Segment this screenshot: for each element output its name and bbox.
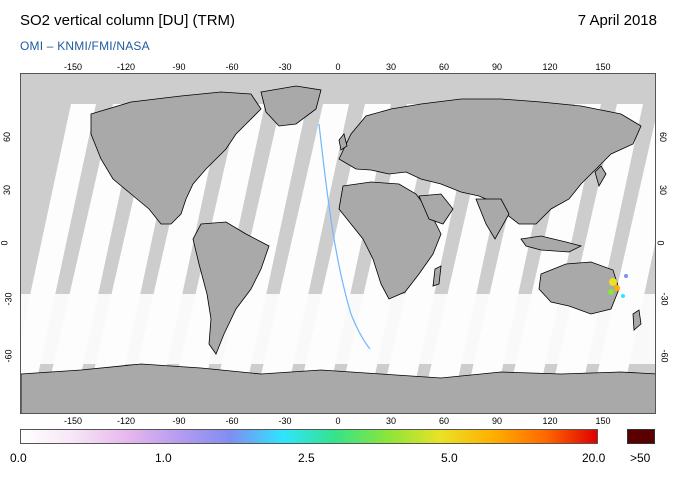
lat-tick-left: -30 bbox=[3, 292, 14, 306]
lon-tick-bottom: -60 bbox=[225, 416, 239, 426]
so2-plume bbox=[621, 294, 625, 298]
lon-tick-top: -120 bbox=[116, 62, 136, 72]
so2-plume bbox=[624, 274, 628, 278]
colorbar-over-swatch bbox=[627, 429, 655, 444]
japan bbox=[594, 165, 607, 188]
lon-tick-top: -90 bbox=[172, 62, 186, 72]
great-britain bbox=[338, 133, 348, 151]
colorbar-label: 5.0 bbox=[441, 451, 458, 465]
lat-tick-right: 30 bbox=[658, 184, 669, 196]
lon-tick-bottom: -120 bbox=[116, 416, 136, 426]
world-map bbox=[20, 73, 656, 414]
map-date: 7 April 2018 bbox=[577, 12, 657, 29]
southern-ocean-band bbox=[21, 294, 655, 364]
greenland bbox=[260, 85, 322, 127]
lat-tick-left: 30 bbox=[2, 184, 13, 196]
indonesia bbox=[520, 235, 583, 253]
lon-tick-top: -30 bbox=[278, 62, 292, 72]
lon-tick-bottom: -30 bbox=[278, 416, 292, 426]
lat-tick-left: 0 bbox=[0, 240, 10, 246]
continents bbox=[21, 85, 655, 413]
colorbar-label: 2.5 bbox=[298, 451, 315, 465]
lon-tick-bottom: 120 bbox=[542, 416, 558, 426]
new-zealand bbox=[632, 309, 642, 331]
arabia bbox=[418, 193, 454, 225]
lon-tick-top: -60 bbox=[225, 62, 239, 72]
lat-tick-right: -30 bbox=[659, 292, 670, 306]
lat-tick-right: 60 bbox=[658, 131, 669, 143]
colorbar-over-label: >50 bbox=[630, 451, 651, 465]
india bbox=[475, 198, 510, 240]
lat-tick-left: -60 bbox=[3, 349, 14, 363]
africa bbox=[338, 181, 442, 300]
antarctica bbox=[21, 363, 655, 413]
lon-tick-bottom: 90 bbox=[491, 416, 503, 426]
australia bbox=[538, 261, 620, 315]
colorbar-label: 0.0 bbox=[10, 451, 27, 465]
lon-tick-top: 150 bbox=[595, 62, 611, 72]
colorbar bbox=[20, 429, 598, 444]
lon-tick-bottom: 30 bbox=[385, 416, 397, 426]
so2-plume bbox=[609, 278, 617, 286]
map-title: SO2 vertical column [DU] (TRM) bbox=[20, 12, 236, 29]
eurasia bbox=[338, 98, 642, 225]
so2-plume bbox=[614, 285, 620, 291]
lon-tick-bottom: 60 bbox=[438, 416, 450, 426]
lon-tick-bottom: -90 bbox=[172, 416, 186, 426]
so2-features bbox=[318, 123, 628, 350]
lon-tick-bottom: 150 bbox=[595, 416, 611, 426]
lat-tick-right: -60 bbox=[659, 349, 670, 363]
map-canvas bbox=[21, 74, 655, 413]
lon-tick-top: 0 bbox=[335, 62, 341, 72]
south-america bbox=[192, 221, 270, 355]
lon-tick-top: 30 bbox=[385, 62, 397, 72]
lon-tick-top: 90 bbox=[491, 62, 503, 72]
lon-tick-top: -150 bbox=[63, 62, 83, 72]
lon-tick-bottom: -150 bbox=[63, 416, 83, 426]
lat-tick-right: 0 bbox=[655, 240, 666, 246]
lat-tick-left: 60 bbox=[2, 131, 13, 143]
data-source: OMI – KNMI/FMI/NASA bbox=[20, 39, 150, 53]
so2-plume bbox=[608, 289, 614, 295]
north-america bbox=[90, 91, 262, 225]
lon-tick-top: 120 bbox=[542, 62, 558, 72]
lon-tick-bottom: 0 bbox=[335, 416, 341, 426]
so2-trace bbox=[318, 123, 371, 350]
lon-tick-top: 60 bbox=[438, 62, 450, 72]
madagascar bbox=[432, 265, 442, 287]
colorbar-label: 20.0 bbox=[582, 451, 606, 465]
colorbar-label: 1.0 bbox=[155, 451, 172, 465]
